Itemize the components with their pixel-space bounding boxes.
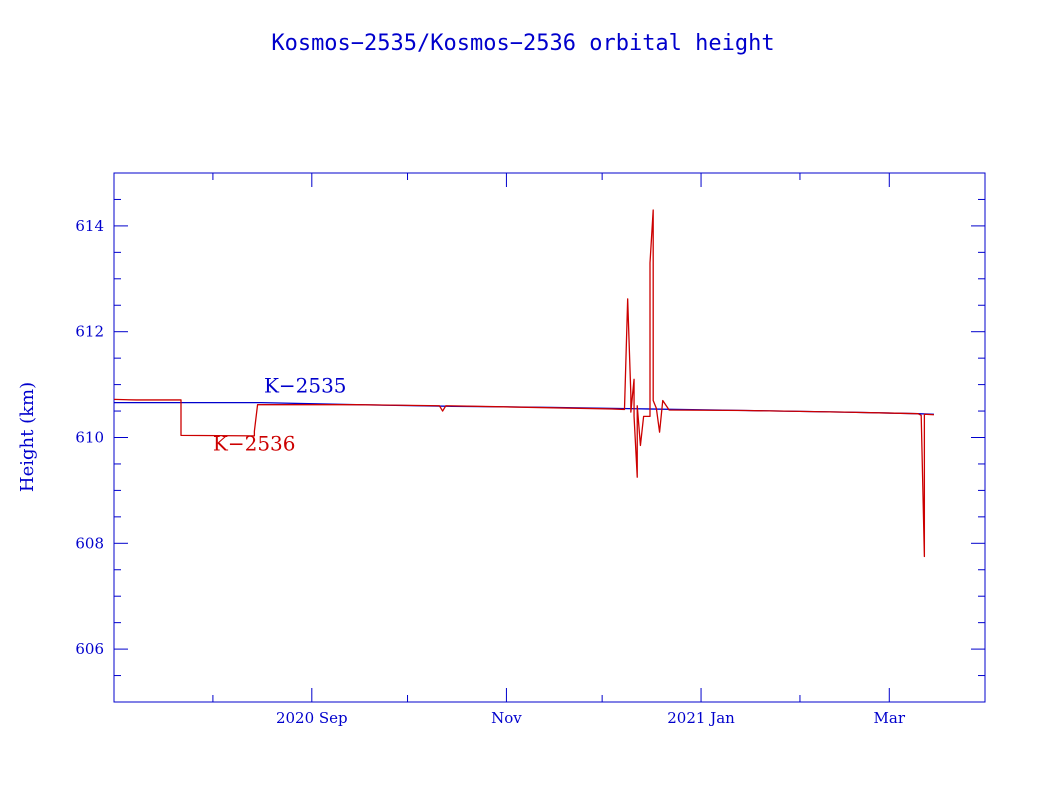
y-axis-label: Height (km) [17,382,38,492]
series-line-k2535 [114,401,934,415]
series-line-k2536 [113,209,934,558]
y-tick-label: 614 [75,217,104,235]
x-tick-label: Mar [874,709,906,727]
y-tick-label: 606 [75,640,104,658]
y-tick-label: 612 [75,323,104,341]
series-label-k2536: K−2536 [213,432,296,456]
x-tick-label: 2020 Sep [276,709,348,727]
x-tick-label: 2021 Jan [667,709,735,727]
chart-title: Kosmos−2535/Kosmos−2536 orbital height [271,31,774,56]
series-label-k2535: K−2535 [264,374,347,398]
x-tick-label: Nov [491,709,522,727]
series-labels: K−2535 K−2536 [213,374,347,456]
axis-ticks: 606 608 610 612 614 2020 Sep Nov 2021 Jan Mar [75,173,985,727]
series-layer [113,209,934,558]
y-tick-label: 610 [75,429,104,447]
y-tick-label: 608 [75,534,104,552]
